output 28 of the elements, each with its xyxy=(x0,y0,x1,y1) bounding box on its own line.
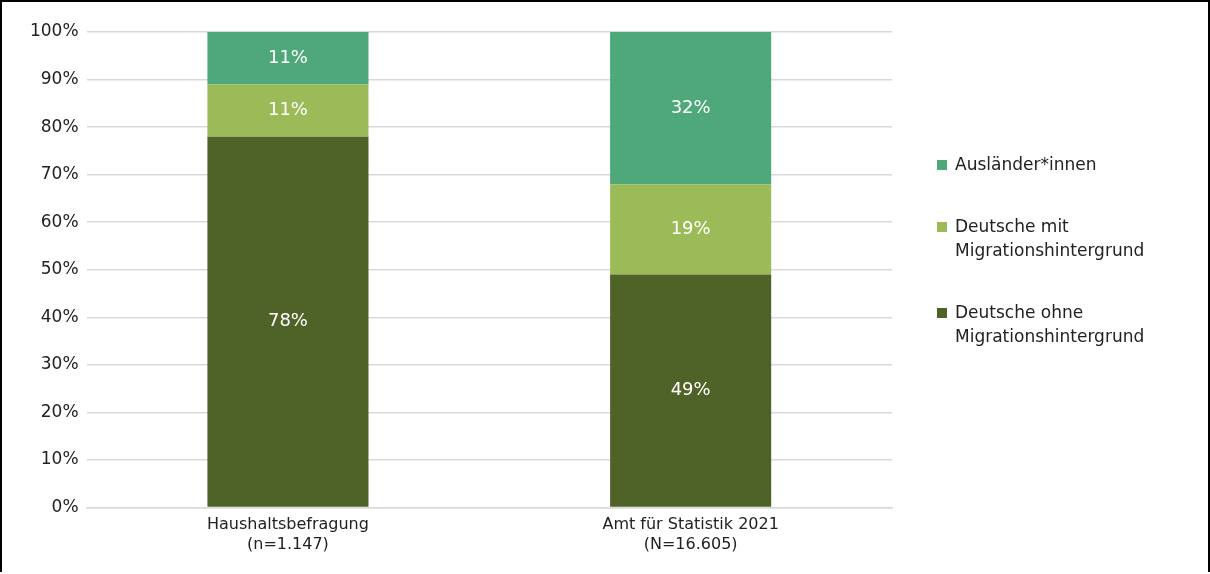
data-label: 19% xyxy=(670,217,711,239)
y-tick-label: 30% xyxy=(40,353,79,374)
x-tick-label: Haushaltsbefragung (n=1.147) xyxy=(206,514,369,553)
legend-label: Ausländer*innen xyxy=(955,153,1097,176)
data-label: 78% xyxy=(267,309,308,331)
y-tick-label: 0% xyxy=(51,496,79,517)
data-label: 49% xyxy=(670,378,711,400)
y-tick-label: 100% xyxy=(29,20,79,41)
y-tick-label: 50% xyxy=(40,258,79,279)
y-tick-label: 20% xyxy=(40,400,79,421)
data-label: 11% xyxy=(267,98,308,120)
bar xyxy=(207,84,369,137)
bar xyxy=(610,274,772,507)
y-tick-label: 40% xyxy=(40,305,79,326)
y-tick-label: 90% xyxy=(40,67,79,88)
bar xyxy=(610,184,772,275)
data-label: 11% xyxy=(267,45,308,67)
y-tick-label: 60% xyxy=(40,210,79,231)
legend-label: Deutsche ohne Migrationshintergrund xyxy=(955,301,1146,348)
bar xyxy=(207,32,369,85)
data-label: 32% xyxy=(670,95,711,117)
y-tick-label: 70% xyxy=(40,163,79,184)
bar xyxy=(610,32,772,185)
y-tick-label: 80% xyxy=(40,115,79,136)
y-tick-label: 10% xyxy=(40,448,79,469)
bar xyxy=(207,136,369,507)
legend-label: Deutsche mit Migrationshintergrund xyxy=(955,215,1146,262)
x-tick-label: Amt für Statistik 2021 (N=16.605) xyxy=(602,514,779,553)
